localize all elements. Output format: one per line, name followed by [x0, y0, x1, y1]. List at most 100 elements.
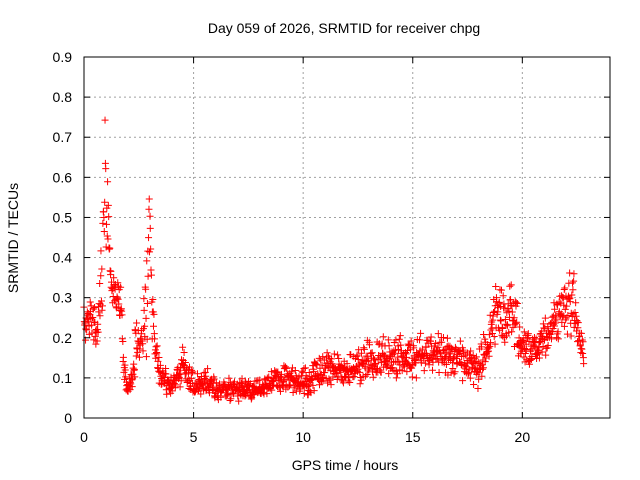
- data-point: [578, 336, 586, 344]
- data-point: [481, 358, 489, 366]
- x-tick-label: 10: [295, 429, 311, 445]
- y-tick-label: 0.7: [53, 129, 73, 145]
- data-point: [323, 349, 331, 357]
- data-point: [330, 350, 338, 358]
- data-point: [572, 312, 580, 320]
- data-point: [403, 353, 411, 361]
- data-point: [256, 376, 264, 384]
- data-point: [310, 387, 318, 395]
- data-point: [487, 339, 495, 347]
- data-point: [114, 279, 122, 287]
- data-point: [110, 274, 118, 282]
- data-point: [103, 220, 111, 228]
- data-point: [504, 321, 512, 329]
- data-point: [309, 381, 317, 389]
- data-point: [346, 378, 354, 386]
- data-point: [168, 387, 176, 395]
- data-point: [385, 342, 393, 350]
- data-point: [187, 374, 195, 382]
- data-point: [104, 201, 112, 209]
- data-point: [104, 178, 112, 186]
- data-point: [442, 361, 450, 369]
- data-point: [497, 317, 505, 325]
- data-point: [472, 353, 480, 361]
- data-point: [115, 300, 123, 308]
- data-point: [571, 319, 579, 327]
- data-point: [366, 361, 374, 369]
- data-point: [142, 285, 150, 293]
- data-point: [474, 358, 482, 366]
- y-tick-label: 0.1: [53, 370, 73, 386]
- data-point: [563, 330, 571, 338]
- data-point: [327, 381, 335, 389]
- data-point: [541, 314, 549, 322]
- y-tick-label: 0.9: [53, 49, 73, 65]
- data-point: [360, 345, 368, 353]
- data-point: [296, 385, 304, 393]
- data-point: [535, 354, 543, 362]
- data-point: [551, 305, 559, 313]
- data-point: [389, 351, 397, 359]
- data-point: [165, 377, 173, 385]
- y-axis-label: SRMTID / TECUs: [5, 183, 21, 293]
- x-tick-label: 15: [405, 429, 421, 445]
- data-point: [154, 357, 162, 365]
- data-point: [492, 283, 500, 291]
- data-point: [542, 351, 550, 359]
- data-point: [249, 383, 257, 391]
- data-point: [422, 343, 430, 351]
- data-point: [571, 308, 579, 316]
- data-point: [369, 373, 377, 381]
- data-point: [506, 282, 514, 290]
- data-point: [360, 344, 368, 352]
- data-point: [538, 348, 546, 356]
- data-point: [210, 375, 218, 383]
- data-point: [496, 316, 504, 324]
- data-point: [470, 380, 478, 388]
- data-point: [553, 334, 561, 342]
- data-point: [89, 305, 97, 313]
- data-point: [470, 359, 478, 367]
- data-point: [580, 360, 588, 368]
- data-point: [131, 373, 139, 381]
- data-point: [410, 344, 418, 352]
- data-point: [566, 298, 574, 306]
- data-point: [141, 322, 149, 330]
- data-point: [521, 345, 529, 353]
- data-point: [572, 299, 580, 307]
- data-point: [579, 338, 587, 346]
- data-point: [547, 335, 555, 343]
- data-point: [490, 309, 498, 317]
- data-point: [273, 369, 281, 377]
- data-point: [145, 195, 153, 203]
- data-point: [573, 318, 581, 326]
- data-point: [116, 307, 124, 315]
- data-point: [508, 328, 516, 336]
- data-point: [479, 365, 487, 373]
- data-point: [398, 367, 406, 375]
- data-point: [345, 374, 353, 382]
- data-point: [547, 320, 555, 328]
- data-point: [204, 365, 212, 373]
- data-point: [434, 343, 442, 351]
- data-point: [82, 325, 90, 333]
- data-point: [392, 374, 400, 382]
- data-point: [300, 365, 308, 373]
- data-point: [316, 381, 324, 389]
- data-point: [513, 318, 521, 326]
- data-point: [133, 319, 141, 327]
- data-point: [579, 354, 587, 362]
- data-point: [143, 257, 151, 265]
- data-point: [550, 322, 558, 330]
- data-point: [276, 387, 284, 395]
- data-point: [528, 353, 536, 361]
- axis-ticks: [83, 56, 610, 419]
- data-point: [475, 375, 483, 383]
- data-point: [501, 338, 509, 346]
- data-point: [128, 383, 136, 391]
- data-point: [96, 312, 104, 320]
- data-point: [142, 353, 150, 361]
- data-point: [512, 319, 520, 327]
- data-point: [505, 328, 513, 336]
- data-point: [520, 336, 528, 344]
